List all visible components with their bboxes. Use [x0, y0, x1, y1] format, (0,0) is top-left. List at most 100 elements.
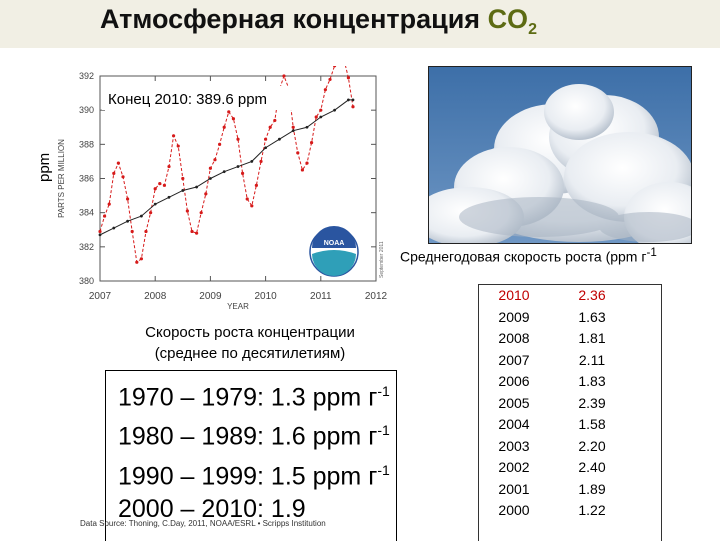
data-point [236, 165, 240, 168]
x-tick-label: 2009 [199, 291, 222, 302]
growth-rate-row: 2000 1.22 [479, 502, 661, 524]
y-tick-label: 380 [79, 276, 94, 286]
data-point [181, 189, 185, 192]
data-point [107, 202, 111, 206]
growth-rate-row: 2008 1.81 [479, 330, 661, 352]
growth-rate-year: 2000 [498, 502, 530, 518]
growth-rate-row: 2003 2.20 [479, 438, 661, 460]
data-point [190, 229, 194, 234]
growth-rate-value: 2.20 [578, 437, 606, 454]
data-point [208, 166, 212, 170]
x-tick-label: 2008 [144, 291, 167, 302]
data-point [291, 125, 295, 129]
data-point [264, 137, 268, 141]
data-point [323, 88, 327, 92]
y-tick-label: 382 [79, 242, 94, 252]
title-bar: Атмосферная концентрация CO2 [0, 0, 720, 48]
growth-rate-row: 2009 1.63 [479, 309, 661, 331]
y-tick-label: 388 [79, 139, 94, 149]
data-point [204, 192, 208, 196]
x-axis-label: YEAR [227, 302, 249, 310]
noaa-logo-wave [312, 250, 356, 276]
y-tick-label: 386 [79, 174, 94, 184]
decade-rate-box: 1970 – 1979: 1.3 ppm г-1 1980 – 1989: 1.… [105, 370, 397, 541]
side-note: September 2011 [379, 241, 385, 278]
data-point [116, 161, 120, 165]
data-point [218, 142, 222, 146]
data-point [153, 202, 157, 206]
growth-rate-value: 1.58 [578, 416, 606, 432]
growth-rate-year: 2005 [498, 394, 530, 411]
y-tick-label: 384 [79, 208, 94, 218]
annotation-bg [102, 86, 314, 110]
growth-rate-year: 2007 [498, 351, 530, 368]
co2-line-chart: 2007 2008 2009 2010 2011 2012 380 382 384 386 388 3… [57, 66, 388, 310]
data-point [236, 137, 240, 141]
data-point [98, 229, 102, 234]
data-point [250, 204, 254, 208]
data-point [231, 117, 236, 121]
page-title: Атмосферная концентрация CO2 [100, 4, 537, 38]
cloud-photo [428, 66, 692, 244]
data-point [278, 137, 281, 141]
data-point [185, 209, 189, 213]
data-point [314, 115, 318, 119]
growth-rate-row: 2001 1.89 [479, 481, 661, 503]
data-point [309, 141, 314, 145]
growth-rate-row: 2006 1.83 [479, 373, 661, 395]
data-point [130, 229, 134, 234]
growth-rate-year: 2001 [498, 480, 530, 497]
data-point [268, 125, 272, 129]
data-point [121, 175, 125, 179]
data-point [102, 214, 107, 218]
data-point [144, 229, 148, 234]
x-tick-label: 2007 [89, 291, 112, 302]
growth-rate-value: 1.83 [578, 373, 606, 389]
data-point [112, 171, 116, 175]
growth-rate-value: 2.36 [578, 287, 606, 303]
growth-rate-table: 2010 2.36 2009 1.63 2008 1.81 2007 2.11 2006 1.83… [478, 284, 662, 541]
data-point [167, 195, 171, 199]
growth-rate-value: 2.40 [578, 459, 606, 475]
noaa-logo-top [312, 226, 356, 248]
data-point [250, 160, 254, 163]
growth-rate-value: 2.11 [578, 351, 606, 368]
data-point [347, 98, 350, 102]
growth-rate-title: Среднегодовая скорость роста (ppm г-1 [400, 246, 657, 265]
growth-rate-row: 2005 2.39 [479, 395, 661, 417]
data-point [351, 98, 355, 102]
growth-rate-value: 1.89 [578, 480, 606, 497]
data-point [112, 226, 116, 230]
data-point [333, 66, 337, 68]
data-point [305, 161, 309, 165]
decade-title-line1: Скорость роста концентрации [145, 324, 355, 341]
data-point [195, 231, 199, 235]
data-point [139, 257, 143, 261]
decade-title-line2: (среднее по десятилетиям) [154, 345, 346, 362]
data-point [319, 108, 323, 112]
data-point [273, 118, 277, 123]
growth-rate-value: 2.39 [578, 394, 606, 411]
data-point [259, 159, 263, 164]
growth-rate-row: 2007 2.11 [479, 352, 661, 374]
cloud-photo-image [429, 67, 691, 243]
growth-rate-row: 2010 2.36 [479, 287, 661, 309]
growth-rate-year: 2008 [498, 330, 530, 346]
data-point [305, 125, 309, 129]
data-point [209, 177, 212, 180]
data-point [254, 183, 258, 187]
data-point [98, 233, 102, 237]
growth-rate-year: 2009 [498, 308, 530, 325]
y-tick-label: 392 [79, 71, 94, 81]
data-point [222, 125, 226, 129]
data-point [195, 185, 199, 189]
data-point [328, 77, 332, 82]
data-point [300, 168, 305, 172]
growth-rate-value: 1.63 [578, 308, 606, 325]
data-point [346, 76, 350, 80]
data-point [282, 74, 286, 78]
data-point [171, 134, 176, 138]
data-point [245, 197, 249, 201]
data-point [167, 164, 171, 169]
decade-rate-text: 1970 – 1979: 1.3 ppm г-1 1980 – 1989: 1.… [118, 383, 390, 523]
